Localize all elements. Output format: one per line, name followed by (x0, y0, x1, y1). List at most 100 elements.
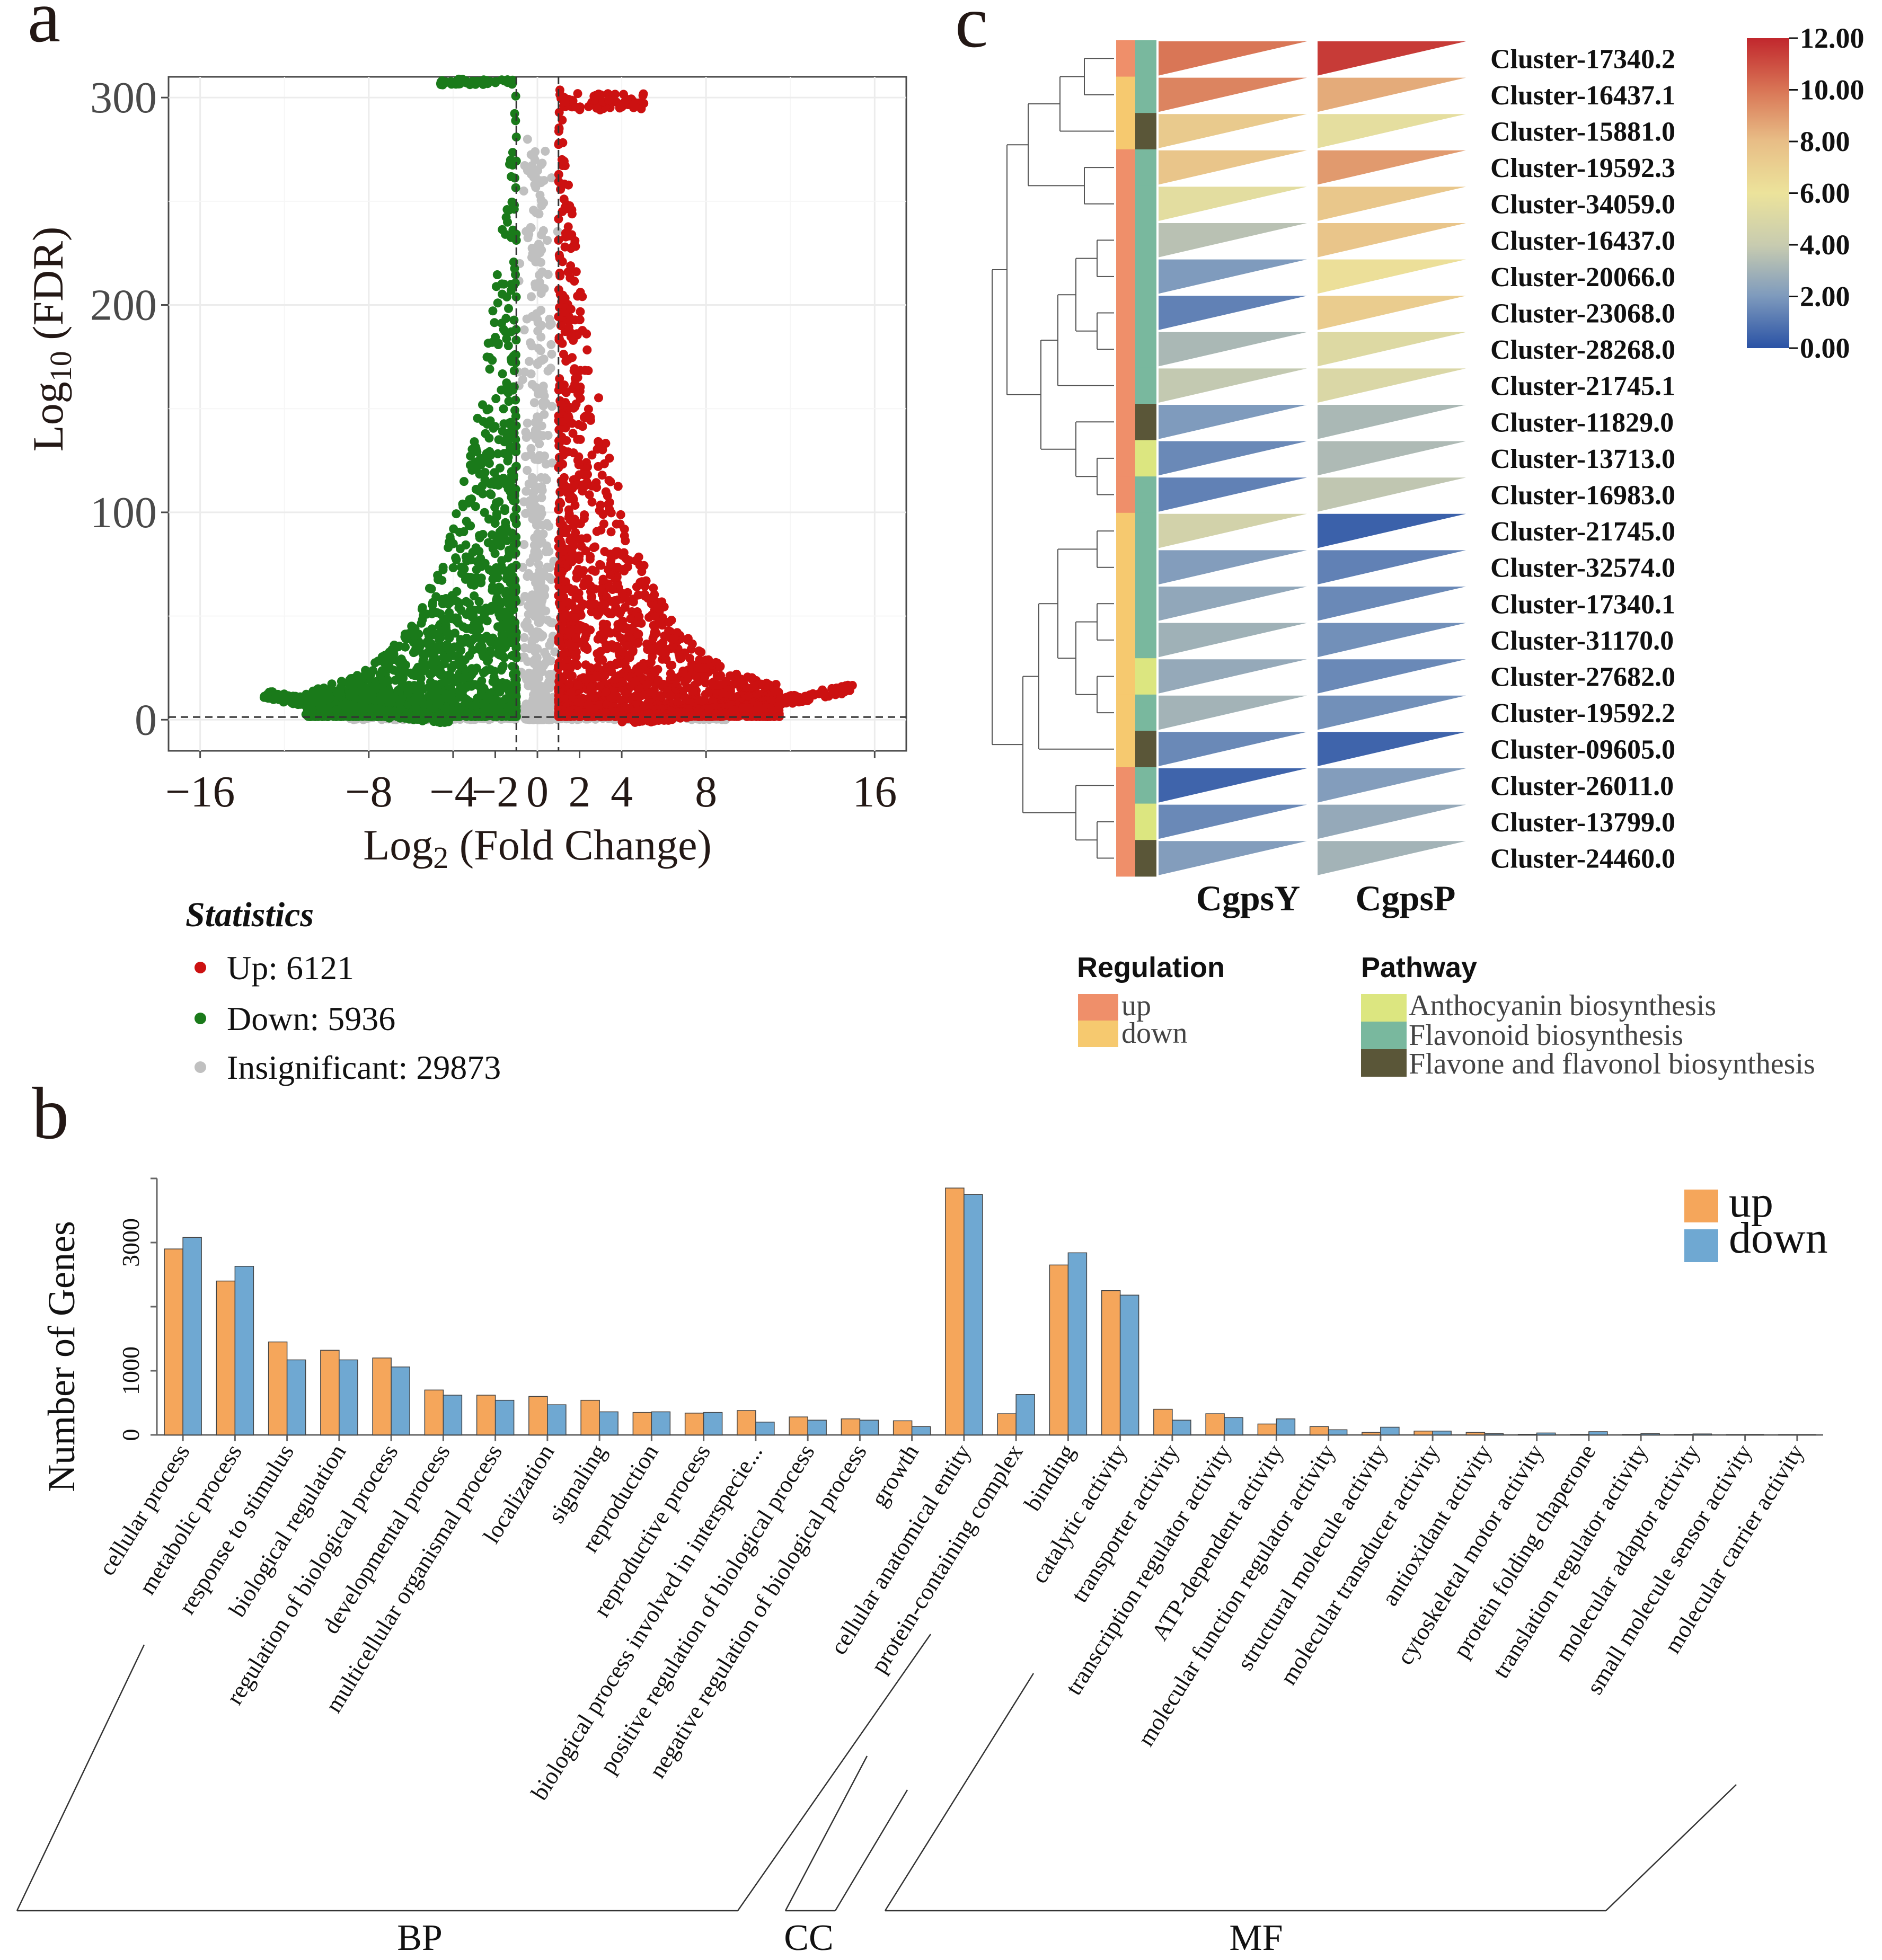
regulation-annotation-cell (1116, 113, 1135, 150)
volcano-point-up (622, 664, 631, 673)
volcano-point-up (801, 691, 811, 701)
volcano-point-insignificant (542, 519, 552, 528)
volcano-point-up (571, 267, 581, 277)
volcano-point-up (646, 658, 656, 667)
volcano-point-up (639, 690, 648, 699)
heatmap-row-label: Cluster-17340.2 (1490, 44, 1675, 74)
regulation-annotation-cell (1116, 658, 1135, 695)
volcano-point-up (612, 572, 622, 582)
volcano-point-up (638, 91, 648, 100)
volcano-x-tick-label: −16 (165, 767, 235, 817)
volcano-x-tick-label: 0 (526, 767, 549, 817)
heatmap-row-label: Cluster-13713.0 (1490, 444, 1675, 474)
volcano-point-up (564, 323, 573, 332)
volcano-point-down (491, 394, 501, 403)
volcano-point-up (556, 613, 566, 623)
bar-up (1362, 1432, 1381, 1435)
volcano-point-up (757, 679, 766, 689)
volcano-point-up (575, 102, 585, 112)
volcano-point-up (658, 638, 668, 648)
volcano-point-up (612, 658, 621, 668)
volcano-point-down (511, 395, 520, 405)
heatmap-cell (1159, 659, 1307, 694)
regulation-annotation-cell (1116, 404, 1135, 441)
volcano-point-down (443, 628, 453, 638)
volcano-point-down (456, 645, 466, 655)
volcano-point-down (475, 469, 484, 479)
volcano-point-up (694, 646, 704, 655)
volcano-point-down (493, 449, 502, 458)
volcano-point-insignificant (529, 690, 538, 699)
volcano-point-up (819, 690, 829, 700)
heatmap-row-label: Cluster-19592.3 (1490, 153, 1675, 183)
volcano-point-insignificant (523, 419, 532, 428)
volcano-point-down (322, 689, 332, 699)
volcano-point-up (634, 612, 644, 621)
volcano-y-axis-label: Log10 (FDR) (24, 227, 78, 452)
volcano-point-down (504, 304, 513, 313)
volcano-point-up (564, 679, 574, 689)
volcano-point-up (598, 655, 607, 665)
heatmap-cell (1318, 587, 1466, 621)
volcano-point-up (574, 452, 584, 462)
heatmap-cell (1159, 768, 1307, 803)
volcano-point-down (499, 279, 509, 289)
pathway-anthocyanin-swatch (1361, 994, 1407, 1022)
volcano-point-up (576, 434, 585, 444)
bar-up (1778, 1434, 1798, 1435)
pathway-annotation-cell (1135, 113, 1156, 150)
regulation-annotation-cell (1116, 512, 1135, 549)
volcano-point-down (460, 564, 469, 574)
volcano-point-down (503, 453, 513, 462)
volcano-point-up (700, 672, 710, 682)
volcano-point-insignificant (527, 380, 537, 389)
volcano-point-down (393, 642, 403, 652)
volcano-point-down (496, 707, 506, 717)
volcano-point-up (561, 357, 571, 366)
volcano-point-up (747, 673, 757, 682)
volcano-point-up (576, 519, 585, 528)
volcano-point-down (483, 79, 492, 88)
volcano-point-up (570, 277, 579, 286)
volcano-point-down (465, 651, 474, 660)
volcano-point-up (587, 600, 596, 609)
heatmap-cell (1159, 441, 1307, 476)
heatmap-cell (1159, 695, 1307, 730)
volcano-point-insignificant (532, 520, 541, 530)
volcano-point-up (571, 633, 581, 643)
bar-down (1328, 1429, 1348, 1435)
volcano-point-insignificant (537, 201, 546, 210)
panel-label-c: c (955, 0, 988, 63)
volcano-y-tick-label: 200 (90, 281, 157, 330)
heatmap-cell (1318, 259, 1466, 294)
volcano-point-insignificant (521, 452, 530, 462)
volcano-point-up (637, 104, 646, 113)
bar-down (1224, 1417, 1243, 1435)
volcano-point-up (564, 413, 573, 422)
volcano-point-down (488, 477, 497, 486)
pathway-annotation-cell (1135, 295, 1156, 332)
bar-down (1119, 1294, 1139, 1435)
volcano-point-down (447, 662, 457, 672)
color-scale-tick-label: 12.00 (1800, 22, 1865, 54)
bar-up (1465, 1432, 1486, 1435)
bar-down (339, 1359, 358, 1435)
heatmap-row-label: Cluster-21745.0 (1490, 517, 1675, 547)
bar-down (1744, 1434, 1764, 1435)
volcano-point-down (499, 404, 508, 414)
heatmap-cell (1318, 77, 1466, 112)
volcano-point-down (510, 406, 519, 415)
volcano-point-up (693, 707, 703, 716)
volcano-point-up (595, 681, 605, 691)
heatmap-legend: Regulation up down Pathway Anthocyanin b… (1077, 952, 1815, 1080)
volcano-point-up (601, 687, 611, 697)
pathway-annotation-cell (1135, 331, 1156, 368)
volcano-x-tick-label: 16 (852, 767, 897, 817)
color-scale-tick-label: 2.00 (1800, 281, 1850, 313)
volcano-point-down (511, 692, 521, 702)
volcano-point-up (631, 691, 640, 701)
stats-up-label: Up: 6121 (227, 949, 354, 987)
volcano-point-down (467, 664, 476, 673)
